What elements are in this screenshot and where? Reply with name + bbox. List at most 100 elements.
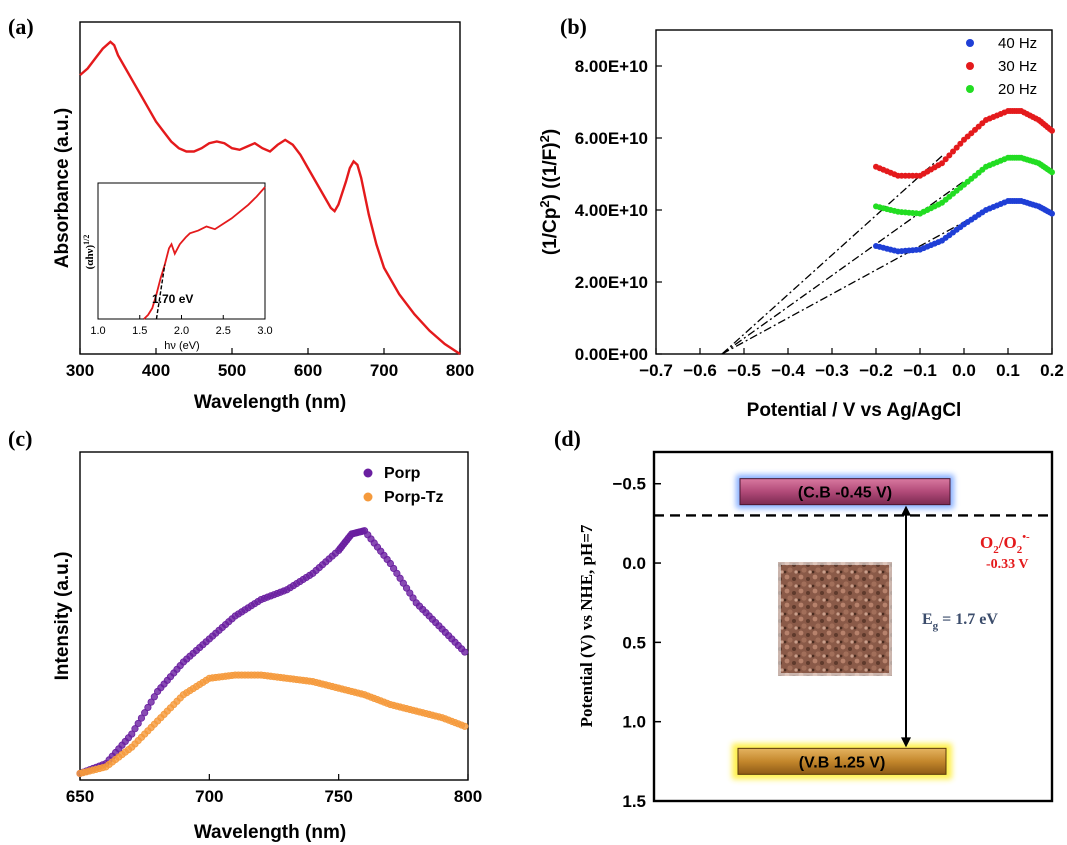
redox-mid: /O	[998, 533, 1017, 552]
panel-d-y-ticks: −0.5 0.0 0.5 1.0 1.5	[612, 475, 661, 811]
panel-a-x-label: Wavelength (nm)	[194, 392, 346, 413]
inset-x-label: hν (eV)	[164, 340, 199, 352]
panel-c-x-tick-label: 750	[324, 787, 352, 806]
panel-c-point	[396, 574, 404, 582]
panel-c-y-label: Intensity (a.u.)	[52, 552, 73, 681]
panel-b-y-tick-label: 8.00E+10	[575, 57, 648, 76]
arrow-head-down	[901, 737, 911, 748]
panel-a: (a) 300 400 500 600 700 800 Wavelength (nm) A…	[8, 14, 474, 413]
panel-c-x-label: Wavelength (nm)	[194, 822, 346, 843]
panel-c-legend-marker	[363, 492, 373, 502]
panel-c-x-tick-label: 800	[454, 787, 482, 806]
panel-b-y-tick-label: 2.00E+10	[575, 273, 648, 292]
panel-b-data-points	[873, 108, 1055, 255]
panel-c-frame	[79, 451, 469, 781]
panel-b-y-label: (1/Cp2) ((1/F)2)	[537, 129, 561, 255]
panel-b-x-tick-label: −0.6	[683, 361, 717, 380]
panel-c-point	[144, 703, 152, 712]
inset-annotation: 1.70 eV	[152, 292, 193, 306]
panel-b-point	[1049, 210, 1055, 217]
panel-d-y-tick-label: 0.5	[622, 633, 646, 652]
panel-d-y-tick-label: −0.5	[612, 475, 646, 494]
inset-tangent-line	[155, 264, 166, 320]
panel-a-inset: 1.0 1.5 2.0 2.5 3.0 1.70 eV hν (eV) (αhν)1/2	[82, 182, 273, 352]
panel-c-label: (c)	[8, 426, 32, 451]
panel-b-point	[942, 156, 949, 163]
band-gap-arrow	[901, 505, 911, 748]
panel-c-point	[399, 579, 407, 587]
panel-b: (b) −0.7 −0.6 −0.5 −0.4 −0.3 −0.2 −0.1 0.0 0.1 0.…	[537, 14, 1064, 421]
panel-a-x-tick-label: 800	[446, 361, 474, 380]
redox-potential-label: -0.33 V	[986, 557, 1029, 572]
panel-c-point	[386, 559, 394, 568]
panel-b-y-label-part3: )	[540, 129, 561, 135]
panel-c-point	[409, 594, 417, 602]
panel-b-legend-marker	[966, 62, 974, 70]
inset-x-tick-label: 2.0	[174, 325, 189, 337]
panel-c-point	[137, 714, 146, 722]
panel-c-point	[134, 719, 142, 728]
panel-c-point	[131, 725, 139, 733]
panel-b-y-label-sup2: 2	[537, 135, 552, 142]
panel-b-y-ticks: 0.00E+00 2.00E+10 4.00E+10 6.00E+10 8.00E+10	[575, 57, 662, 364]
panel-c: (c) 650 700 750 800 Porp Porp-Tz Wavelength …	[8, 426, 482, 843]
panel-c-point	[461, 648, 469, 656]
panel-d-y-tick-label: 1.0	[622, 713, 646, 732]
panel-c-point	[406, 589, 414, 597]
catalyst-texture	[778, 562, 892, 676]
inset-x-tick-label: 2.5	[216, 325, 231, 337]
cb-bar	[739, 478, 951, 506]
catalyst-soft-edge	[775, 559, 895, 679]
panel-c-legend-marker	[363, 468, 373, 478]
panel-d-y-tick-label: 0.0	[622, 554, 646, 573]
cb-label: (C.B -0.45 V)	[798, 485, 892, 502]
panel-b-fit-line	[721, 155, 943, 355]
panel-b-label: (b)	[560, 14, 587, 39]
panel-c-point	[150, 693, 158, 701]
panel-b-y-tick-label: 0.00E+00	[575, 345, 648, 364]
panel-b-x-tick-label: −0.4	[771, 361, 805, 380]
panel-b-y-tick-label: 4.00E+10	[575, 201, 648, 220]
vb-bar	[737, 747, 947, 775]
panel-a-x-tick-label: 500	[218, 361, 246, 380]
photocatalyst-image	[775, 559, 895, 679]
redox-sub2: 2	[1017, 544, 1023, 556]
panel-c-legend-label: Porp-Tz	[384, 489, 444, 506]
eg-sub: g	[933, 620, 939, 632]
valence-band: (V.B 1.25 V)	[732, 743, 952, 780]
panel-b-point	[953, 144, 960, 151]
panel-a-frame	[79, 21, 461, 355]
panel-b-point	[1049, 127, 1055, 134]
conduction-band: (C.B -0.45 V)	[736, 474, 954, 509]
panel-b-x-tick-label: −0.7	[639, 361, 673, 380]
panel-b-fit-lines	[721, 155, 987, 355]
panel-a-label: (a)	[8, 14, 34, 39]
inset-curve	[143, 186, 266, 320]
arrow-head-up	[901, 505, 911, 516]
panel-b-point	[939, 160, 945, 167]
panel-c-point	[141, 709, 149, 717]
panel-b-x-tick-label: −0.2	[859, 361, 893, 380]
panel-c-point	[128, 730, 136, 738]
panel-b-x-tick-label: −0.1	[903, 361, 937, 380]
vb-label: (V.B 1.25 V)	[799, 754, 886, 771]
panel-b-point	[950, 148, 956, 155]
panel-c-point	[402, 584, 411, 592]
panel-b-x-ticks: −0.7 −0.6 −0.5 −0.4 −0.3 −0.2 −0.1 0.0 0.1 0.2	[639, 348, 1064, 380]
panel-b-x-tick-label: −0.5	[727, 361, 761, 380]
panel-b-point	[957, 140, 964, 147]
inset-y-label: (αhν)1/2	[82, 235, 96, 270]
inset-y-label-sup: 1/2	[82, 235, 91, 245]
panel-a-x-ticks: 300 400 500 600 700 800	[66, 348, 474, 380]
panel-b-y-tick-label: 6.00E+10	[575, 129, 648, 148]
panel-c-x-tick-label: 650	[66, 787, 94, 806]
eg-prefix: E	[922, 611, 933, 628]
redox-o: O	[980, 533, 993, 552]
panel-b-legend: 40 Hz 30 Hz 20 Hz	[966, 35, 1037, 98]
redox-sup: •-	[1022, 531, 1030, 543]
inset-x-tick-label: 3.0	[257, 325, 272, 337]
panel-b-y-label-part2: ) ((1/F)	[540, 142, 561, 200]
panel-b-fit-line	[721, 209, 987, 355]
redox-sub1: 2	[993, 544, 999, 556]
panel-b-point	[1049, 169, 1055, 176]
